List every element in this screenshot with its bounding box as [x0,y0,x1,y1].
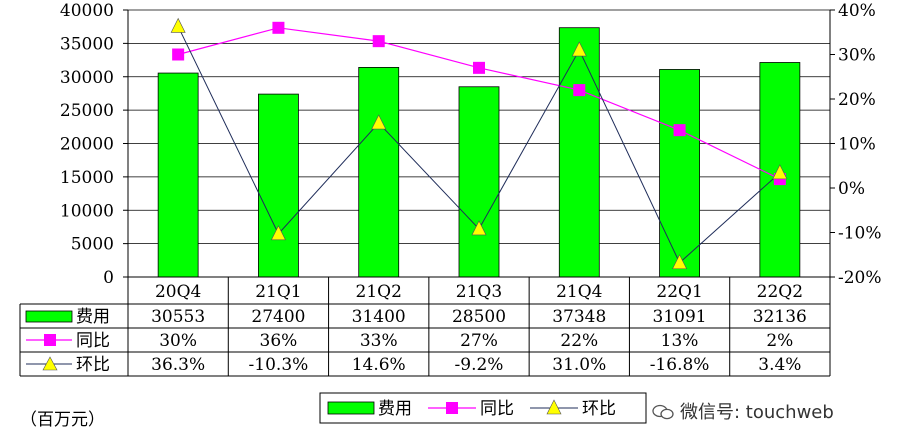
y-left-tick-label: 15000 [60,168,114,188]
x-tick-label: 21Q3 [456,282,502,302]
table-key-qoq-marker [42,356,58,371]
marker-yoy [372,35,385,48]
y-right-tick-label: 0% [838,179,865,199]
watermark: 微信号: touchweb [652,398,834,424]
wechat-icon [652,404,674,420]
x-tick-label: 20Q4 [155,282,201,302]
marker-yoy [272,21,285,34]
bar [358,67,400,278]
table-row-label: 环比 [76,355,110,375]
table-cell: 31.0% [552,355,606,375]
legend-label: 费用 [378,399,412,419]
x-tick-label: 22Q2 [757,282,803,302]
table-key-bar [25,310,73,323]
marker-qoq [371,114,387,130]
marker-yoy [673,124,686,137]
y-left-tick-label: 20000 [60,135,114,155]
x-tick-label: 22Q1 [656,282,702,302]
legend-label: 同比 [480,399,514,419]
bar [258,93,299,278]
y-left-tick-label: 0 [103,268,114,288]
marker-qoq [571,41,587,57]
table-cell: 30% [159,331,197,351]
y-left-tick-label: 35000 [60,34,114,54]
legend-key-yoy-marker [446,402,458,414]
x-tick-label: 21Q1 [255,282,301,302]
table-cell: 30553 [151,307,205,327]
marker-qoq [471,220,487,236]
table-cell: 3.4% [758,355,801,375]
table-cell: 31091 [653,307,707,327]
marker-qoq [270,225,286,241]
table-row-label: 同比 [76,331,110,351]
y-right-tick-label: 30% [838,46,876,66]
x-tick-label: 21Q4 [556,282,602,302]
table-cell: 27% [460,331,498,351]
table-cell: 37348 [552,307,606,327]
bar [659,69,700,278]
y-left-tick-label: 10000 [60,201,114,221]
watermark-text: 微信号: touchweb [680,402,834,423]
legend-label: 环比 [582,399,616,419]
x-tick-label: 21Q2 [356,282,402,302]
bar [157,72,199,278]
table-cell: -9.2% [455,355,504,375]
table-cell: 14.6% [352,355,406,375]
unit-note: （百万元） [20,410,105,430]
table-cell: 36% [260,331,298,351]
y-left-tick-label: 40000 [60,1,114,21]
table-cell: -16.8% [650,355,710,375]
table-cell: 31400 [352,307,406,327]
marker-yoy [172,48,185,61]
table-cell: 28500 [452,307,506,327]
y-right-tick-label: 40% [838,1,876,21]
marker-yoy [573,84,586,97]
bar [558,27,600,278]
y-right-tick-label: -10% [838,224,882,244]
bar [458,86,500,278]
y-left-tick-label: 5000 [71,235,114,255]
table-cell: 33% [360,331,398,351]
table-row-label: 费用 [76,307,110,327]
legend-key-bar [327,401,375,415]
marker-qoq [672,254,688,270]
marker-yoy [473,61,485,74]
table-cell: 13% [661,331,699,351]
marker-qoq [772,164,788,180]
y-right-tick-label: 10% [838,135,876,155]
y-right-tick-label: 20% [838,90,876,110]
legend-key-qoq-marker [546,399,562,415]
marker-qoq [170,17,186,33]
table-cell: 27400 [251,307,305,327]
table-cell: 2% [766,331,793,351]
y-left-tick-label: 25000 [60,101,114,121]
table-cell: 22% [560,331,598,351]
y-left-tick-label: 30000 [60,68,114,88]
y-right-tick-label: -20% [838,268,882,288]
table-key-yoy-marker [44,334,56,346]
table-cell: 32136 [753,307,807,327]
table-cell: 36.3% [151,355,205,375]
table-cell: -10.3% [249,355,309,375]
